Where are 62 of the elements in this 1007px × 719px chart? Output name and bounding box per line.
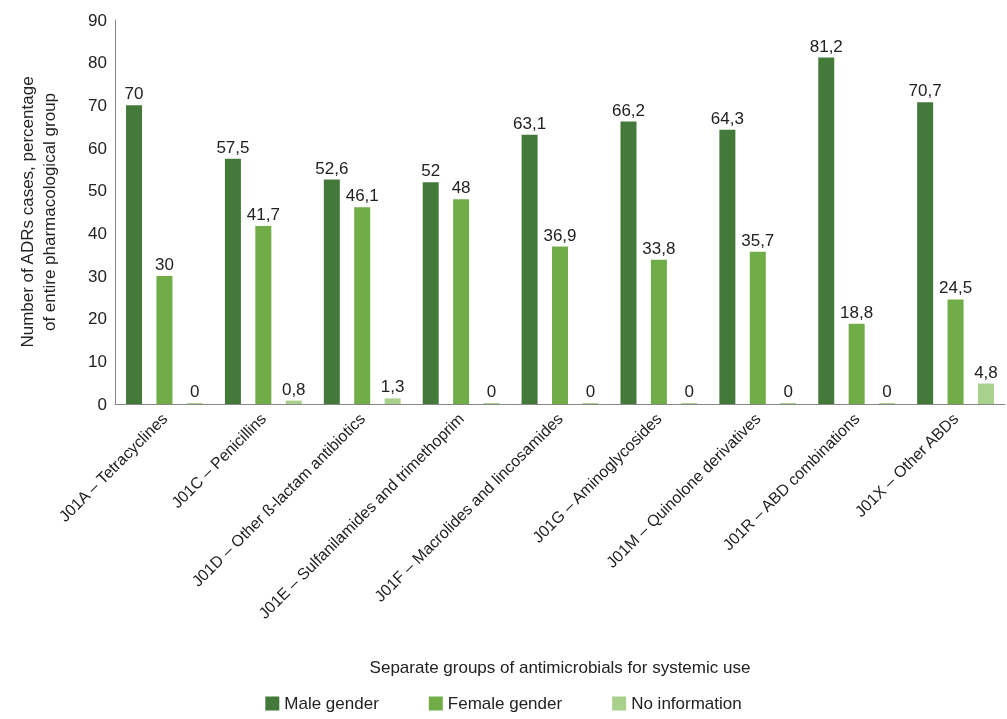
data-label: 70,7: [908, 81, 942, 101]
y-tick-label: 10: [88, 351, 107, 371]
y-tick-label: 0: [97, 394, 107, 414]
data-label: 52: [421, 161, 441, 181]
data-label: 0: [783, 382, 793, 401]
data-label: 0: [486, 382, 497, 401]
data-label: 48: [451, 178, 471, 198]
data-label: 70: [124, 84, 144, 104]
bar: [323, 179, 340, 404]
bar: [521, 134, 538, 404]
y-axis-title: Number of ADRs cases, percentage of entire pharmacological group: [17, 76, 59, 348]
bar: [977, 383, 994, 404]
data-label: 57,5: [216, 137, 250, 157]
y-tick-label: 50: [88, 181, 107, 201]
data-label: 0: [882, 382, 892, 401]
data-label: 0: [190, 382, 200, 401]
data-label: 24,5: [939, 278, 973, 298]
bar: [453, 199, 470, 404]
data-label: 30: [154, 255, 174, 274]
bar: [947, 299, 964, 404]
bar: [917, 102, 934, 404]
bar: [126, 105, 143, 404]
bar: [620, 121, 637, 404]
bar: [719, 129, 736, 404]
data-label: 35,7: [741, 230, 775, 250]
bar: [384, 398, 401, 404]
data-label: 33,8: [642, 238, 676, 258]
y-tick-label: 70: [88, 95, 107, 115]
data-label: 52,6: [315, 158, 349, 178]
data-label: 0: [585, 382, 596, 401]
data-label: 0: [684, 382, 695, 401]
y-tick-label: 30: [88, 266, 107, 286]
bar: [650, 259, 667, 404]
data-label: 66,2: [611, 100, 646, 120]
data-label: 36,9: [543, 225, 577, 245]
bar: [354, 207, 371, 404]
data-label: 4,8: [974, 362, 998, 382]
bar: [255, 226, 272, 404]
data-label: 46,1: [345, 186, 379, 206]
data-label: 64,3: [710, 108, 744, 128]
legend-label: Male gender: [284, 694, 380, 713]
data-label: 1,3: [380, 377, 405, 397]
data-label: 18,8: [840, 302, 874, 322]
bar: [749, 251, 766, 404]
bar: [818, 57, 835, 404]
bar: [552, 246, 568, 404]
y-tick-label: 40: [88, 223, 107, 243]
data-label: 63,1: [513, 113, 547, 133]
legend-label: Female gender: [447, 694, 563, 713]
data-label: 41,7: [246, 205, 280, 225]
bar: [156, 276, 173, 404]
legend-label: No information: [631, 694, 742, 713]
data-label: 81,2: [809, 36, 843, 56]
data-label: 0,8: [281, 379, 306, 399]
y-tick-label: 90: [88, 10, 107, 30]
bar: [422, 182, 439, 404]
y-tick-label: 20: [88, 309, 107, 329]
y-tick-label: 80: [88, 53, 107, 73]
bar: [224, 158, 241, 404]
x-axis-title: Separate groups of antimicrobials for systemic use: [369, 658, 751, 677]
y-tick-label: 60: [88, 138, 107, 158]
bar: [848, 323, 865, 404]
